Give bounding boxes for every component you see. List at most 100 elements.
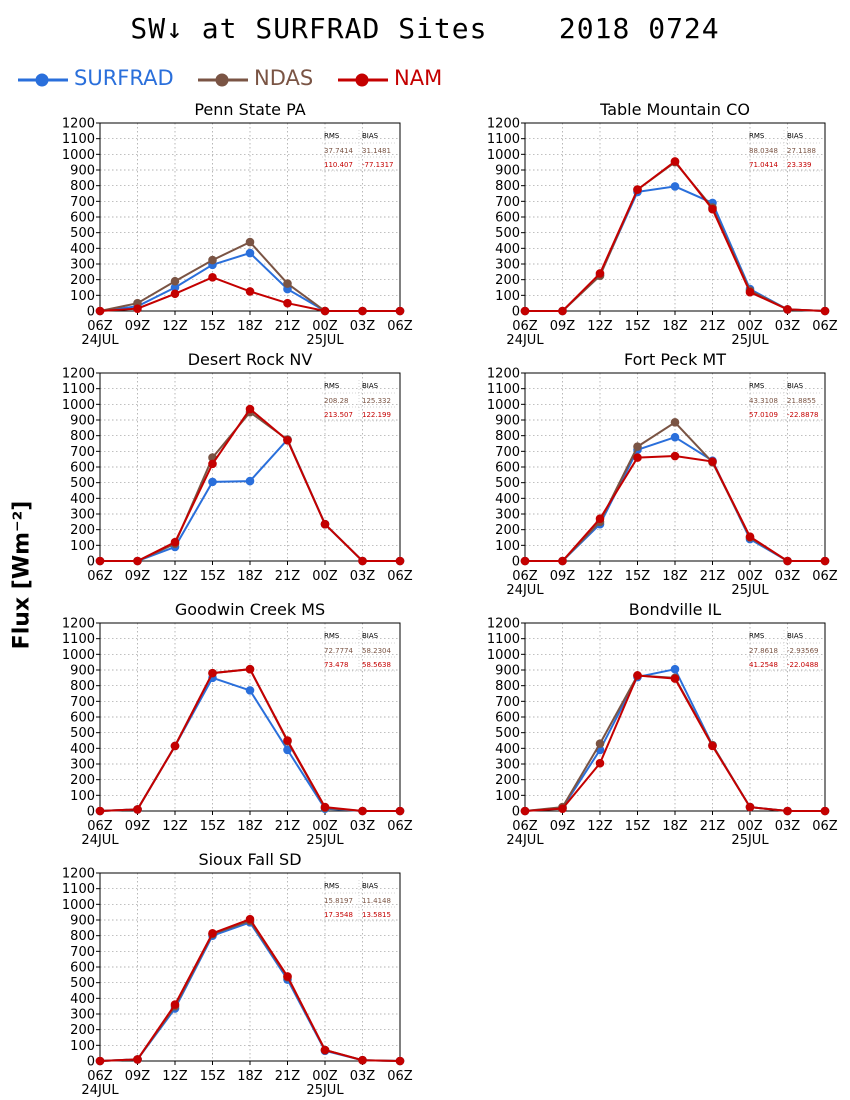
x-tick-label: 06Z <box>87 1069 113 1084</box>
legend-label-ndas: NDAS <box>254 66 314 90</box>
y-tick-label: 1000 <box>62 898 95 913</box>
data-point-nam <box>595 269 605 278</box>
data-point-nam <box>708 457 717 466</box>
x-tick-label: 03Z <box>350 819 376 834</box>
data-point-nam <box>283 436 292 445</box>
x-tick-label: 21Z <box>700 819 726 834</box>
date-label: 24JUL <box>506 583 544 598</box>
data-point-ndas <box>170 276 180 286</box>
y-tick-label: 600 <box>70 711 95 726</box>
stats-header-rms: RMS <box>749 382 765 390</box>
data-point-nam <box>708 741 717 751</box>
y-tick-label: 400 <box>495 492 520 507</box>
x-tick-label: 00Z <box>312 569 338 584</box>
y-tick-label: 400 <box>70 742 95 757</box>
data-point-nam <box>820 306 830 316</box>
stats-nam-bias: -22.0488 <box>787 661 818 669</box>
x-tick-label: 18Z <box>237 569 263 584</box>
stats-header-rms: RMS <box>749 632 765 640</box>
data-point-nam <box>558 306 567 316</box>
data-point-nam <box>633 453 642 462</box>
x-tick-label: 12Z <box>162 1069 188 1084</box>
y-tick-label: 500 <box>495 726 520 741</box>
x-tick-label: 06Z <box>812 819 838 834</box>
y-tick-label: 700 <box>70 195 95 210</box>
stats-header-bias: BIAS <box>362 882 379 890</box>
stats-ndas-rms: 208.28 <box>324 397 349 405</box>
y-tick-label: 900 <box>70 414 95 429</box>
stats-nam-rms: 73.478 <box>324 661 349 669</box>
data-point-nam <box>170 1000 180 1009</box>
y-tick-label: 1100 <box>487 132 520 147</box>
data-point-nam <box>395 1056 405 1066</box>
y-tick-label: 700 <box>495 695 520 710</box>
chart-title: Penn State PA <box>194 100 305 119</box>
x-tick-label: 15Z <box>625 319 651 334</box>
x-tick-label: 18Z <box>662 319 688 334</box>
x-tick-label: 06Z <box>387 819 413 834</box>
stats-ndas-bias: 27.1188 <box>787 147 816 155</box>
x-tick-label: 18Z <box>237 319 263 334</box>
stats-header-bias: BIAS <box>787 632 804 640</box>
x-tick-label: 09Z <box>125 319 151 334</box>
x-tick-label: 15Z <box>625 819 651 834</box>
x-tick-label: 06Z <box>87 569 113 584</box>
stats-nam-bias: -22.8878 <box>787 411 818 419</box>
data-point-nam <box>283 972 292 981</box>
x-tick-label: 06Z <box>512 569 538 584</box>
stats-ndas-rms: 72.7774 <box>324 647 353 655</box>
y-tick-label: 0 <box>87 805 95 820</box>
x-tick-label: 06Z <box>512 819 538 834</box>
x-tick-label: 09Z <box>550 819 576 834</box>
stats-header-bias: BIAS <box>362 132 379 140</box>
y-tick-label: 200 <box>70 773 95 788</box>
date-label: 24JUL <box>81 333 119 348</box>
y-tick-label: 200 <box>70 1023 95 1038</box>
data-point-surfrad <box>670 182 680 191</box>
chart-panel-5: 0100200300400500600700800900100011001200… <box>487 600 838 848</box>
y-tick-label: 300 <box>495 758 520 773</box>
data-point-nam <box>320 306 330 316</box>
x-tick-label: 09Z <box>125 569 151 584</box>
x-tick-label: 00Z <box>737 569 763 584</box>
chart-panel-1: 0100200300400500600700800900100011001200… <box>487 100 838 348</box>
data-point-nam <box>95 806 105 816</box>
y-tick-label: 100 <box>495 289 520 304</box>
date-label: 24JUL <box>81 833 119 848</box>
y-tick-label: 1100 <box>487 632 520 647</box>
data-point-ndas <box>670 418 680 427</box>
data-point-nam <box>245 287 255 296</box>
data-point-nam <box>595 758 605 768</box>
data-point-nam <box>670 157 680 166</box>
x-tick-label: 06Z <box>87 819 113 834</box>
y-tick-label: 300 <box>70 258 95 273</box>
y-tick-label: 0 <box>87 1055 95 1070</box>
data-point-nam <box>358 806 367 816</box>
series-line-surfrad <box>99 921 401 1062</box>
y-tick-label: 600 <box>495 711 520 726</box>
x-tick-label: 03Z <box>775 569 801 584</box>
data-point-nam <box>133 304 142 313</box>
x-tick-label: 06Z <box>812 569 838 584</box>
y-tick-label: 900 <box>70 164 95 179</box>
data-point-nam <box>783 806 792 816</box>
y-tick-label: 600 <box>495 211 520 226</box>
stats-ndas-bias: 11.4148 <box>362 897 391 905</box>
data-point-nam <box>395 806 405 816</box>
y-tick-label: 1000 <box>487 148 520 163</box>
data-point-nam <box>520 806 530 816</box>
data-point-nam <box>133 556 142 566</box>
data-point-surfrad <box>670 664 680 674</box>
date-label: 25JUL <box>306 833 344 848</box>
y-tick-label: 1000 <box>62 648 95 663</box>
x-tick-label: 00Z <box>737 319 763 334</box>
y-tick-label: 0 <box>512 305 520 320</box>
y-tick-label: 700 <box>70 695 95 710</box>
chart-title: Bondville IL <box>629 600 722 619</box>
data-point-nam <box>558 804 567 813</box>
stats-nam-rms: 41.2548 <box>749 661 778 669</box>
chart-title: Sioux Fall SD <box>198 850 301 869</box>
figure-title: SW↓ at SURFRAD Sites 2018 0724 <box>130 12 720 45</box>
y-tick-label: 200 <box>495 273 520 288</box>
chart-panel-4: 0100200300400500600700800900100011001200… <box>62 600 413 848</box>
